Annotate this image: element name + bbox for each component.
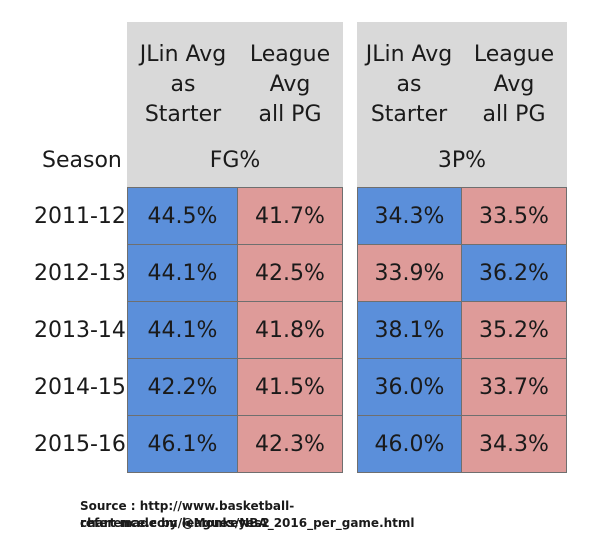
value-cell: 33.5% [461, 187, 567, 245]
value-cell: 41.7% [237, 187, 343, 245]
source-citation: Source : http://www.basketball-reference… [80, 499, 415, 530]
value-cell: 42.2% [127, 358, 238, 416]
value-cell: 36.2% [461, 244, 567, 302]
value-cell: 42.5% [237, 244, 343, 302]
season-label: 2012-13 [34, 261, 126, 286]
season-label: 2013-14 [34, 318, 126, 343]
season-column-header: Season [42, 148, 122, 173]
value-cell: 42.3% [237, 415, 343, 473]
value-cell: 38.1% [357, 301, 462, 359]
3p-metric-title: 3P% [437, 148, 487, 173]
value-cell: 44.5% [127, 187, 238, 245]
value-cell: 34.3% [357, 187, 462, 245]
value-cell: 46.0% [357, 415, 462, 473]
fg-col-league-label: League Avg all PG [249, 42, 331, 127]
fg-metric-title: FG% [209, 148, 261, 173]
value-cell: 33.7% [461, 358, 567, 416]
value-cell: 35.2% [461, 301, 567, 359]
3p-header-background [357, 22, 567, 187]
fg-col-jlin-label: JLin Avg as Starter [139, 42, 227, 127]
value-cell: 44.1% [127, 301, 238, 359]
value-cell: 33.9% [357, 244, 462, 302]
3p-col-league-label: League Avg all PG [473, 42, 555, 127]
value-cell: 36.0% [357, 358, 462, 416]
season-label: 2011-12 [34, 204, 126, 229]
chart-credit: chart made by @Monkeyes2 [80, 516, 270, 530]
value-cell: 46.1% [127, 415, 238, 473]
value-cell: 34.3% [461, 415, 567, 473]
3p-col-jlin-label: JLin Avg as Starter [365, 42, 453, 127]
value-cell: 41.8% [237, 301, 343, 359]
fg-header-background [127, 22, 343, 187]
season-label: 2015-16 [34, 432, 126, 457]
season-label: 2014-15 [34, 375, 126, 400]
value-cell: 44.1% [127, 244, 238, 302]
value-cell: 41.5% [237, 358, 343, 416]
